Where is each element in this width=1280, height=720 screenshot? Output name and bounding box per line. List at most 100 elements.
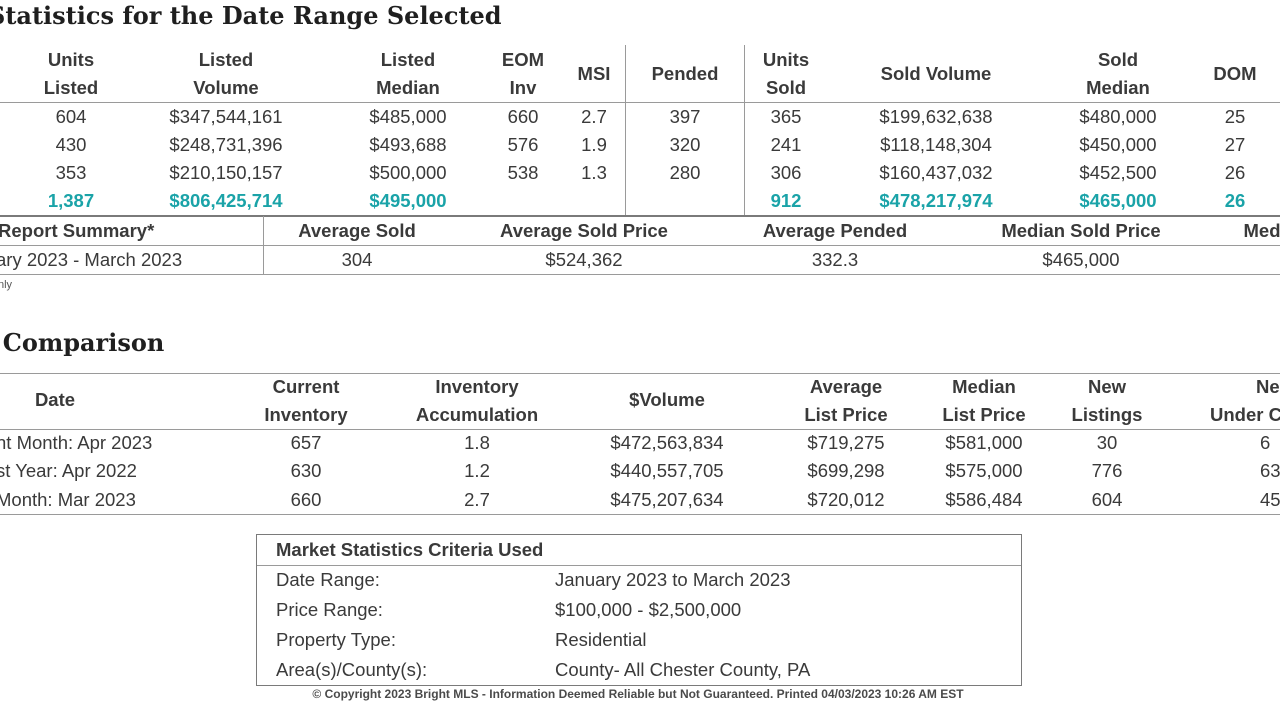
total-cell-units-sold: 912 bbox=[770, 190, 802, 211]
summary-footnote: nly bbox=[0, 279, 13, 291]
column-header-sold-volume: Sold Volume bbox=[836, 60, 1036, 88]
criteria-title-rule bbox=[257, 565, 1021, 566]
table-cell-pended: 280 bbox=[669, 162, 701, 183]
column-header-line: New bbox=[1087, 376, 1127, 397]
column-header-msi: MSI bbox=[564, 60, 624, 88]
summary-cell-average-sold: 304 bbox=[341, 249, 373, 270]
table-cell-eom-inventory: 660 bbox=[507, 106, 539, 127]
total-cell-sold-median: $465,000 bbox=[1079, 190, 1157, 211]
section1-divider-pended-left bbox=[625, 45, 626, 215]
table-cell-date: st Year: Apr 2022 bbox=[0, 460, 137, 481]
section1-header-rule bbox=[0, 102, 1280, 103]
total-cell-sold-volume: $478,217,974 bbox=[879, 190, 993, 211]
column-header-line: DOM bbox=[1213, 63, 1257, 84]
column-header-line: Average bbox=[809, 376, 883, 397]
criteria-title: Market Statistics Criteria Used bbox=[276, 539, 544, 560]
column-header-line: Under C bbox=[1210, 404, 1280, 425]
column-header-date: Date bbox=[0, 386, 130, 414]
table-cell-sold-volume: $118,148,304 bbox=[880, 134, 992, 155]
table-cell-dom: 25 bbox=[1224, 106, 1246, 127]
table-cell-average-list-price: $719,275 bbox=[807, 432, 885, 453]
column-header-line: Median bbox=[1086, 77, 1150, 98]
table-cell-average-list-price: $699,298 bbox=[807, 460, 885, 481]
column-header-current-inventory: Current Inventory bbox=[231, 373, 381, 429]
table-cell-current-inventory: 657 bbox=[290, 432, 322, 453]
table-cell-current-inventory: 660 bbox=[290, 489, 322, 510]
column-header-line: Sold bbox=[1097, 49, 1139, 70]
section1-title: Statistics for the Date Range Selected bbox=[0, 1, 502, 30]
table-cell-listed-median: $485,000 bbox=[369, 106, 447, 127]
column-header-line: Sold Volume bbox=[880, 63, 992, 84]
section2-top-rule bbox=[0, 373, 1280, 374]
table-cell-eom-inventory: 538 bbox=[507, 162, 539, 183]
column-header-line: Inv bbox=[509, 77, 537, 98]
table-cell-units-listed: 353 bbox=[55, 162, 87, 183]
table-cell-dom: 27 bbox=[1224, 134, 1246, 155]
column-header-line: Volume bbox=[193, 77, 259, 98]
column-header-line: EOM bbox=[501, 49, 545, 70]
summary-cell-median-sold-price: $465,000 bbox=[1042, 249, 1120, 270]
table-cell-new-listings: 30 bbox=[1096, 432, 1118, 453]
column-header-dom: DOM bbox=[1195, 60, 1275, 88]
table-cell-current-inventory: 630 bbox=[290, 460, 322, 481]
summary-header-average-sold-price: Average Sold Price bbox=[500, 220, 668, 241]
table-cell-msi: 2.7 bbox=[581, 106, 607, 127]
table-cell-units-sold: 306 bbox=[770, 162, 802, 183]
criteria-label: Date Range: bbox=[276, 569, 380, 590]
table-cell-volume: $472,563,834 bbox=[610, 432, 724, 453]
column-header-line: Pended bbox=[651, 63, 719, 84]
table-cell-date: nt Month: Apr 2023 bbox=[0, 432, 153, 453]
criteria-label: Area(s)/County(s): bbox=[276, 659, 428, 680]
column-header-listed-median: Listed Median bbox=[328, 46, 488, 102]
table-cell-new-under-contract: 6 bbox=[1260, 432, 1271, 453]
column-header-line: Sold bbox=[765, 77, 807, 98]
column-header-line: Accumulation bbox=[415, 404, 539, 425]
column-header-volume: $Volume bbox=[567, 386, 767, 414]
column-header-line: List Price bbox=[942, 404, 1026, 425]
table-cell-sold-median: $450,000 bbox=[1079, 134, 1157, 155]
table-cell-units-listed: 430 bbox=[55, 134, 87, 155]
summary-cell-report-summary: ary 2023 - March 2023 bbox=[0, 249, 183, 270]
section1-bottom-rule bbox=[0, 215, 1280, 217]
column-header-pended: Pended bbox=[635, 60, 735, 88]
column-header-new-under-contract: Ne Under C bbox=[1208, 373, 1280, 429]
summary-header-average-sold: Average Sold bbox=[298, 220, 416, 241]
column-header-line: MSI bbox=[577, 63, 611, 84]
column-header-line: Listed bbox=[380, 49, 436, 70]
criteria-value: County- All Chester County, PA bbox=[555, 659, 811, 680]
table-cell-new-under-contract: 63 bbox=[1260, 460, 1280, 481]
column-header-line: Inventory bbox=[264, 404, 348, 425]
criteria-value: Residential bbox=[555, 629, 647, 650]
criteria-label: Price Range: bbox=[276, 599, 383, 620]
summary-header-median-cut: Med bbox=[1243, 220, 1280, 241]
total-cell-listed-volume: $806,425,714 bbox=[169, 190, 283, 211]
column-header-listed-volume: Listed Volume bbox=[136, 46, 316, 102]
table-cell-sold-volume: $160,437,032 bbox=[879, 162, 993, 183]
criteria-value: January 2023 to March 2023 bbox=[555, 569, 791, 590]
table-cell-units-sold: 241 bbox=[770, 134, 802, 155]
summary-cell-average-sold-price: $524,362 bbox=[545, 249, 623, 270]
column-header-sold-median: Sold Median bbox=[1038, 46, 1198, 102]
table-cell-eom-inventory: 576 bbox=[507, 134, 539, 155]
table-cell-pended: 397 bbox=[669, 106, 701, 127]
table-cell-volume: $475,207,634 bbox=[610, 489, 724, 510]
table-cell-msi: 1.3 bbox=[581, 162, 607, 183]
column-header-line: Ne bbox=[1256, 376, 1280, 397]
table-cell-volume: $440,557,705 bbox=[610, 460, 724, 481]
column-header-line: Listed bbox=[198, 49, 254, 70]
table-cell-median-list-price: $575,000 bbox=[945, 460, 1023, 481]
total-cell-units-listed: 1,387 bbox=[47, 190, 95, 211]
column-header-eom-inventory: EOM Inv bbox=[488, 46, 558, 102]
table-cell-listed-volume: $248,731,396 bbox=[169, 134, 283, 155]
column-header-median-list-price: Median List Price bbox=[914, 373, 1054, 429]
table-cell-listed-median: $500,000 bbox=[369, 162, 447, 183]
column-header-units-listed: Units Listed bbox=[16, 46, 126, 102]
table-cell-date: Month: Mar 2023 bbox=[0, 489, 136, 510]
column-header-line: Listed bbox=[43, 77, 99, 98]
table-cell-new-listings: 776 bbox=[1091, 460, 1123, 481]
summary-header-median-sold-price: Median Sold Price bbox=[1001, 220, 1161, 241]
total-cell-listed-median: $495,000 bbox=[369, 190, 447, 211]
column-header-line: Units bbox=[762, 49, 810, 70]
summary-bottom-rule bbox=[0, 274, 1280, 275]
section2-title: · Comparison bbox=[0, 331, 165, 355]
